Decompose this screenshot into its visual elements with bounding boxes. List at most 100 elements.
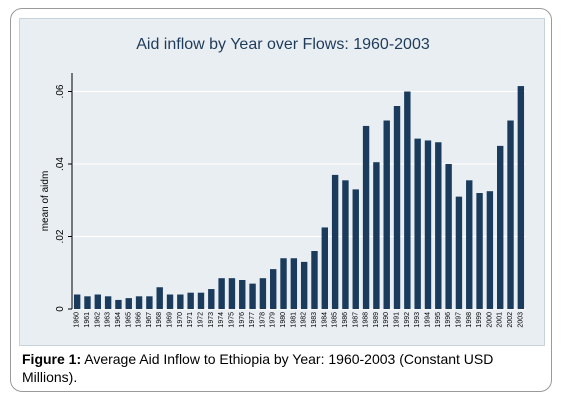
bar-1995 — [435, 142, 442, 309]
bar-1985 — [331, 174, 339, 310]
x-tick-label: 1996 — [445, 312, 452, 328]
x-tick-label: 1988 — [363, 312, 370, 328]
y-tick-label: .06 — [55, 84, 66, 98]
bar-1972 — [197, 292, 205, 309]
bar-1983 — [311, 251, 318, 309]
x-tick-label: 1973 — [208, 312, 215, 328]
bar-2002 — [507, 120, 514, 309]
x-tick-label: 2003 — [517, 312, 524, 328]
x-tick-label: 1976 — [239, 312, 246, 328]
x-tick-label: 1980 — [280, 312, 287, 328]
bar-1987 — [352, 189, 359, 310]
x-tick-label: 1965 — [125, 312, 132, 328]
bar-1993 — [414, 138, 421, 310]
x-tick-label: 1968 — [156, 312, 163, 328]
bar-1960 — [73, 294, 81, 309]
x-tick-label: 1966 — [136, 312, 143, 328]
bar-1964 — [115, 299, 122, 309]
y-tick-label: .02 — [55, 229, 66, 243]
bar-1978 — [259, 278, 267, 309]
bar-1973 — [208, 289, 215, 309]
x-tick-label: 1989 — [373, 312, 380, 328]
bar-1989 — [373, 162, 380, 309]
x-tick-label: 1964 — [115, 312, 122, 328]
x-tick-label: 1986 — [342, 312, 349, 328]
x-tick-label: 1969 — [167, 312, 174, 328]
x-tick-label: 2002 — [507, 312, 514, 328]
x-tick-label: 1975 — [228, 312, 235, 328]
y-tick-layer: 0 .02 .04 .06 — [55, 73, 73, 312]
bar-1963 — [104, 296, 112, 309]
bar-1966 — [135, 296, 143, 309]
caption-label: Figure 1: — [22, 351, 82, 367]
x-tick-label: 1970 — [177, 312, 184, 328]
x-tick-label: 1979 — [270, 312, 277, 328]
chart-title: Aid inflow by Year over Flows: 1960-2003 — [136, 36, 430, 53]
bar-1996 — [445, 164, 452, 309]
figure-caption: Figure 1: Average Aid Inflow to Ethiopia… — [22, 350, 547, 386]
caption-text: Average Aid Inflow to Ethiopia by Year: … — [22, 351, 494, 385]
x-tick-label: 1983 — [311, 312, 318, 328]
bar-1975 — [228, 278, 236, 309]
x-tick-label: 1972 — [197, 312, 204, 328]
bar-layer — [73, 86, 525, 310]
x-tick-label: 1987 — [352, 312, 359, 328]
bar-1999 — [476, 193, 483, 309]
bar-1981 — [290, 258, 298, 309]
bar-1961 — [84, 296, 91, 309]
x-tick-label: 1962 — [94, 312, 101, 328]
x-tick-label: 1961 — [84, 312, 91, 328]
bar-1982 — [300, 261, 308, 310]
bar-1990 — [383, 120, 390, 309]
x-tick-layer: 1960 1961 1962 1963 1964 1965 1966 1967 1968 1969… — [74, 312, 525, 328]
bar-1976 — [239, 280, 246, 309]
x-tick-label: 1978 — [259, 312, 266, 328]
x-tick-label: 1995 — [435, 312, 442, 328]
bar-1997 — [455, 196, 463, 310]
bar-chart: Aid inflow by Year over Flows: 1960-2003… — [40, 36, 526, 328]
bar-1968 — [156, 287, 163, 309]
bar-1969 — [166, 294, 174, 309]
x-tick-label: 1977 — [249, 312, 256, 328]
x-tick-label: 1999 — [476, 312, 483, 328]
x-tick-label: 1960 — [74, 312, 81, 328]
x-tick-label: 1990 — [383, 312, 390, 328]
x-tick-label: 1994 — [424, 312, 431, 328]
bar-1979 — [270, 269, 277, 310]
bar-1986 — [342, 180, 349, 309]
y-tick-label: 0 — [55, 306, 66, 312]
x-tick-label: 1971 — [187, 312, 194, 328]
bar-1988 — [362, 125, 370, 309]
y-tick-label: .04 — [55, 157, 66, 171]
x-tick-label: 1993 — [414, 312, 421, 328]
y-axis-label: mean of aidm — [40, 171, 51, 232]
chart-panel: Aid inflow by Year over Flows: 1960-2003… — [19, 18, 545, 346]
x-tick-label: 1967 — [146, 312, 153, 328]
x-tick-label: 1963 — [105, 312, 112, 328]
bar-2000 — [486, 191, 494, 309]
bar-1971 — [187, 292, 194, 309]
bar-1980 — [280, 258, 287, 309]
bar-1992 — [404, 91, 411, 309]
bar-1965 — [125, 298, 132, 310]
bar-1994 — [424, 140, 432, 309]
bar-1977 — [249, 283, 256, 310]
bar-1967 — [146, 296, 153, 309]
x-tick-label: 1998 — [466, 312, 473, 328]
bar-2001 — [497, 145, 504, 310]
bar-1998 — [466, 180, 473, 309]
bar-1962 — [94, 294, 101, 309]
x-tick-label: 2001 — [497, 312, 504, 328]
bar-1974 — [218, 278, 225, 309]
x-tick-label: 1984 — [321, 312, 328, 328]
bar-1984 — [321, 227, 328, 309]
x-tick-label: 1974 — [218, 312, 225, 328]
x-tick-label: 1985 — [332, 312, 339, 328]
x-tick-label: 2000 — [486, 312, 493, 328]
bar-1991 — [393, 106, 401, 309]
x-tick-label: 1997 — [455, 312, 462, 328]
x-tick-label: 1981 — [290, 312, 297, 328]
bar-1970 — [177, 294, 184, 309]
bar-2003 — [517, 86, 525, 309]
x-tick-label: 1991 — [394, 312, 401, 328]
